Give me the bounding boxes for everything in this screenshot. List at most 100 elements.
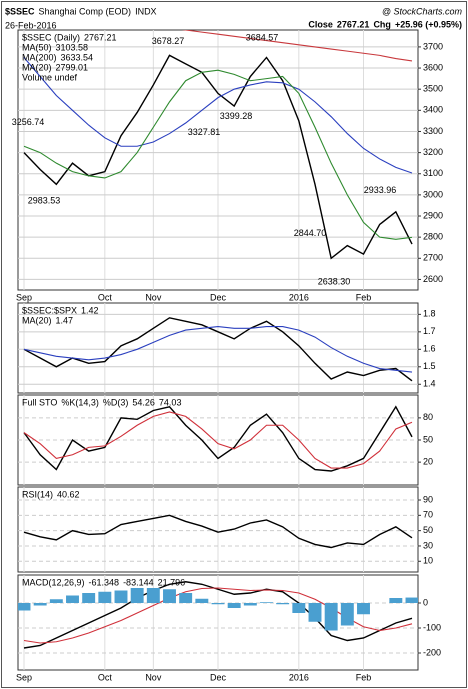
x-tick-label: Sep: [16, 672, 32, 682]
annotation: 2983.53: [28, 196, 61, 206]
y-tick-label: 3700: [423, 41, 443, 51]
exchange: INDX: [135, 6, 157, 16]
histogram-bar: [405, 597, 418, 603]
legend-entry: %K(14,3): [61, 397, 99, 407]
close-value: 2767.21: [337, 19, 370, 29]
y-tick-label: 3300: [423, 126, 443, 136]
histogram-bar: [179, 593, 193, 603]
x-tick-label: Dec: [210, 672, 227, 682]
y-tick-label: 3000: [423, 189, 443, 199]
histogram-bar: [389, 598, 403, 603]
y-tick-label: 90: [423, 494, 433, 504]
y-tick-label: 1.8: [423, 309, 436, 319]
legend-value: 2799.01: [56, 62, 89, 72]
histogram-bar: [357, 603, 370, 615]
change-label: Chg: [373, 19, 391, 29]
annotation: 2933.96: [364, 185, 397, 195]
histogram-bar: [260, 602, 273, 603]
y-tick-label: 50: [423, 525, 433, 535]
series-line: [23, 411, 413, 469]
y-tick-label: 80: [423, 412, 433, 422]
y-tick-label: 2800: [423, 232, 443, 242]
y-tick-label: 3600: [423, 62, 443, 72]
y-tick-label: 0: [423, 597, 428, 607]
histogram-bar: [98, 591, 112, 603]
series-line: [23, 326, 413, 373]
x-tick-label: 2016: [289, 672, 309, 682]
plot-area: [23, 405, 413, 472]
y-tick-label: 2600: [423, 274, 443, 284]
source: @ StockCharts.com: [382, 6, 463, 16]
index-name: Shanghai Comp (EOD): [39, 6, 132, 16]
y-tick-label: 3200: [423, 147, 443, 157]
histogram-bar: [18, 603, 31, 611]
series-line: [23, 514, 413, 549]
y-tick-label: 1.7: [423, 326, 436, 336]
legend-entry: %D(3): [103, 397, 129, 407]
legend-entry: MA(200): [22, 52, 57, 62]
histogram-bar: [324, 603, 338, 631]
series-line: [23, 69, 413, 240]
series-line: [23, 581, 413, 649]
legend-value: 54.26: [132, 397, 155, 407]
series-line: [23, 317, 413, 382]
y-tick-label: 1.4: [423, 379, 436, 389]
y-tick-label: -100: [423, 622, 441, 632]
plot-area: [18, 581, 418, 649]
panel-title: RSI(14): [22, 489, 53, 499]
x-tick-label: Feb: [356, 292, 372, 302]
histogram-bar: [308, 603, 322, 622]
x-tick-label: Sep: [16, 292, 32, 302]
date: 26-Feb-2016: [5, 20, 57, 30]
annotation: 3399.28: [220, 111, 253, 121]
annotation: 3684.57: [246, 33, 279, 43]
legend-value: 1.47: [56, 315, 74, 325]
series-line: [23, 57, 413, 174]
x-tick-label: Feb: [356, 672, 372, 682]
legend-value: 3103.58: [56, 42, 89, 52]
legend-value: 2767.21: [84, 32, 117, 42]
x-tick-label: Nov: [145, 672, 162, 682]
legend-entry: MA(50): [22, 42, 52, 52]
annotation: 3256.74: [12, 117, 45, 127]
y-tick-label: -200: [423, 647, 441, 657]
annotation: 2844.70: [294, 228, 327, 238]
x-tick-label: Oct: [98, 292, 113, 302]
legend-entry: MA(20): [22, 62, 52, 72]
panel-title: Full STO: [22, 397, 57, 407]
x-tick-label: 2016: [289, 292, 309, 302]
histogram-bar: [114, 590, 128, 603]
y-tick-label: 2900: [423, 210, 443, 220]
x-tick-label: Nov: [145, 292, 162, 302]
histogram-bar: [163, 589, 176, 603]
histogram-bar: [243, 603, 257, 606]
histogram-bar: [340, 603, 354, 626]
legend-value: -83.144: [123, 577, 154, 587]
x-tick-label: Oct: [98, 672, 113, 682]
legend-value: 1.42: [81, 305, 99, 315]
volume-label: Volume undef: [22, 72, 78, 82]
legend-entry: MA(20): [22, 315, 52, 325]
legend-value: -61.348: [89, 577, 120, 587]
legend-value: 74.03: [159, 397, 182, 407]
y-tick-label: 30: [423, 540, 433, 550]
legend-value: 21.796: [158, 577, 186, 587]
plot-area: [23, 514, 413, 549]
symbol: $SSEC: [5, 6, 35, 16]
series-line: [23, 405, 413, 472]
legend-value: 3633.54: [61, 52, 94, 62]
histogram-bar: [195, 598, 209, 603]
histogram-bar: [66, 595, 79, 603]
histogram-bar: [146, 588, 160, 603]
histogram-bar: [292, 603, 306, 613]
histogram-bar: [82, 593, 96, 603]
histogram-bar: [49, 599, 63, 603]
change-value: +25.96 (+0.95%): [395, 19, 462, 29]
annotation: 2638.30: [318, 277, 351, 287]
annotation: 3678.27: [152, 36, 185, 46]
plot-area: [23, 30, 413, 260]
plot-area: [23, 317, 413, 382]
y-tick-label: 3400: [423, 105, 443, 115]
panel-title: MACD(12,26,9): [22, 577, 85, 587]
